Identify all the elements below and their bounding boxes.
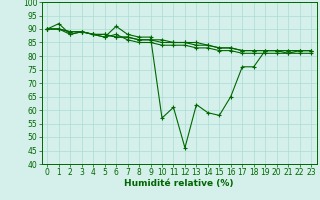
X-axis label: Humidité relative (%): Humidité relative (%) bbox=[124, 179, 234, 188]
